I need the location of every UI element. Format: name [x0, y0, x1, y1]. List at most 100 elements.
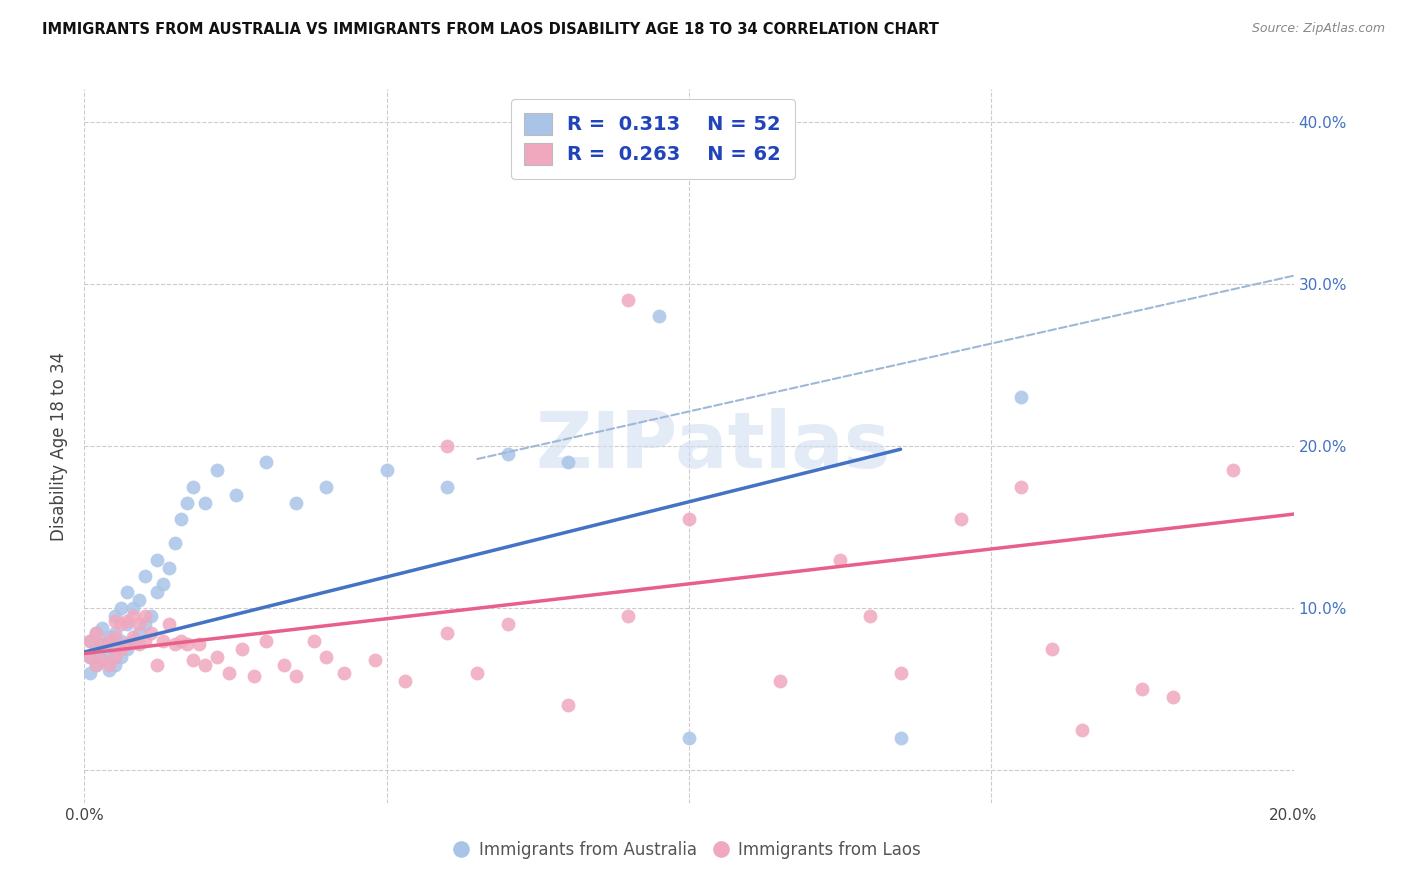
Point — [115, 617, 138, 632]
Point — [678, 512, 700, 526]
Point — [769, 674, 792, 689]
Point — [91, 621, 114, 635]
Point — [128, 637, 150, 651]
Point — [170, 633, 193, 648]
Point — [110, 633, 132, 648]
Y-axis label: Disability Age 18 to 34: Disability Age 18 to 34 — [51, 351, 69, 541]
Point — [115, 641, 138, 656]
Point — [467, 666, 489, 681]
Point — [242, 669, 264, 683]
Point — [648, 310, 671, 324]
Point — [176, 496, 198, 510]
Point — [315, 479, 337, 493]
Point — [97, 631, 120, 645]
Point — [496, 447, 519, 461]
Point — [181, 653, 204, 667]
Point — [617, 293, 640, 307]
Point — [104, 614, 127, 628]
Point — [146, 657, 169, 672]
Point — [890, 666, 912, 681]
Point — [170, 512, 193, 526]
Point — [104, 609, 127, 624]
Point — [121, 633, 143, 648]
Point — [152, 577, 174, 591]
Point — [557, 698, 579, 713]
Point — [394, 674, 416, 689]
Point — [86, 657, 108, 672]
Point — [1011, 479, 1033, 493]
Point — [436, 439, 458, 453]
Point — [97, 647, 120, 661]
Point — [97, 657, 120, 672]
Point — [104, 657, 127, 672]
Point — [859, 609, 882, 624]
Point — [104, 649, 127, 664]
Point — [207, 649, 229, 664]
Point — [86, 641, 108, 656]
Point — [152, 633, 174, 648]
Point — [207, 463, 229, 477]
Point — [302, 633, 325, 648]
Point — [890, 731, 912, 745]
Point — [128, 593, 150, 607]
Text: Source: ZipAtlas.com: Source: ZipAtlas.com — [1251, 22, 1385, 36]
Legend: Immigrants from Australia, Immigrants from Laos: Immigrants from Australia, Immigrants fr… — [450, 835, 928, 866]
Point — [128, 625, 150, 640]
Point — [436, 479, 458, 493]
Point — [79, 649, 101, 664]
Point — [225, 488, 247, 502]
Point — [315, 649, 337, 664]
Point — [285, 669, 308, 683]
Point — [79, 633, 101, 648]
Point — [363, 653, 385, 667]
Point — [97, 663, 120, 677]
Point — [91, 653, 114, 667]
Point — [176, 637, 198, 651]
Point — [496, 617, 519, 632]
Point — [91, 637, 114, 651]
Point — [121, 601, 143, 615]
Point — [79, 633, 101, 648]
Point — [194, 496, 217, 510]
Point — [1040, 641, 1063, 656]
Point — [165, 536, 187, 550]
Point — [769, 122, 792, 136]
Point — [375, 463, 398, 477]
Point — [1071, 723, 1094, 737]
Point — [104, 641, 127, 656]
Point — [86, 625, 108, 640]
Point — [188, 637, 211, 651]
Point — [231, 641, 253, 656]
Point — [115, 637, 138, 651]
Point — [79, 649, 101, 664]
Point — [104, 625, 127, 640]
Point — [218, 666, 240, 681]
Point — [254, 633, 277, 648]
Point — [110, 601, 132, 615]
Point — [146, 585, 169, 599]
Point — [110, 617, 132, 632]
Point — [134, 609, 156, 624]
Point — [79, 666, 101, 681]
Point — [121, 609, 143, 624]
Point — [617, 609, 640, 624]
Text: IMMIGRANTS FROM AUSTRALIA VS IMMIGRANTS FROM LAOS DISABILITY AGE 18 TO 34 CORREL: IMMIGRANTS FROM AUSTRALIA VS IMMIGRANTS … — [42, 22, 939, 37]
Point — [134, 633, 156, 648]
Point — [165, 637, 187, 651]
Point — [91, 653, 114, 667]
Point — [86, 625, 108, 640]
Point — [110, 649, 132, 664]
Point — [134, 568, 156, 582]
Point — [1011, 390, 1033, 404]
Point — [86, 657, 108, 672]
Text: ZIPatlas: ZIPatlas — [536, 408, 890, 484]
Point — [950, 512, 973, 526]
Point — [181, 479, 204, 493]
Point — [134, 617, 156, 632]
Point — [436, 625, 458, 640]
Point — [121, 631, 143, 645]
Point — [115, 614, 138, 628]
Point — [104, 631, 127, 645]
Point — [97, 633, 120, 648]
Point — [557, 455, 579, 469]
